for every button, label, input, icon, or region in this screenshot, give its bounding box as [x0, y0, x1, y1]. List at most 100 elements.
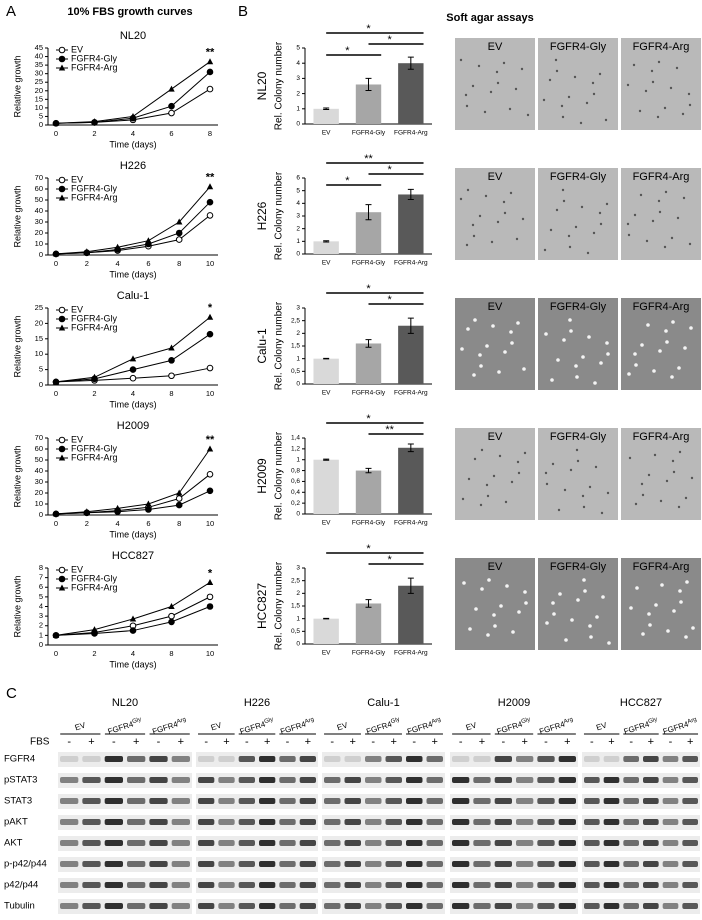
- x-tick-label: 6: [169, 129, 173, 138]
- blot-band: [452, 840, 470, 846]
- significance-label: *: [388, 294, 393, 306]
- colony: [517, 610, 521, 614]
- error-bar: [365, 467, 372, 474]
- colony-photo: [621, 298, 701, 390]
- y-axis-label: Rel. Colony number: [274, 561, 285, 650]
- significance-label: *: [366, 283, 371, 295]
- colony: [516, 460, 520, 464]
- colony: [479, 364, 483, 368]
- colony: [688, 242, 692, 246]
- blot-band: [171, 903, 190, 909]
- colony: [640, 482, 644, 486]
- colony: [633, 213, 637, 217]
- x-tick-label: 10: [206, 389, 214, 398]
- cell-line-name: H226: [244, 697, 270, 709]
- blot-band: [452, 861, 470, 867]
- colony: [684, 635, 688, 639]
- blot-strip: [322, 878, 445, 893]
- protein-label: p-p42/p44: [4, 859, 47, 870]
- colony: [678, 589, 682, 593]
- blot-band: [299, 777, 316, 783]
- colony: [671, 459, 675, 463]
- blot-band: [60, 777, 79, 783]
- legend-label: EV: [71, 304, 83, 314]
- condition-label: FGFR4Gly: [496, 716, 532, 736]
- photo-label: EV: [488, 171, 503, 183]
- colony: [648, 623, 652, 627]
- blot-band: [516, 819, 534, 825]
- blot-band: [603, 798, 620, 804]
- marker: [129, 366, 137, 373]
- photo-label: FGFR4-Gly: [550, 171, 607, 183]
- blot-band: [104, 777, 123, 783]
- colony: [601, 595, 605, 599]
- x-tick-label: EV: [322, 650, 331, 657]
- colony: [555, 69, 559, 73]
- blot-band: [104, 819, 123, 825]
- blot-band: [198, 840, 215, 846]
- annotation: **: [206, 172, 215, 184]
- blot-band: [643, 861, 659, 867]
- y-tick-label: 0,8: [291, 467, 300, 474]
- blot-band: [299, 882, 316, 888]
- marker: [168, 85, 175, 92]
- error-bar: [407, 56, 414, 70]
- colony: [526, 113, 530, 117]
- bar: [313, 618, 339, 644]
- x-tick-label: 4: [116, 519, 120, 528]
- colony: [663, 245, 667, 249]
- x-tick-label: 8: [177, 519, 181, 528]
- bar: [398, 325, 424, 384]
- blot-band: [494, 756, 512, 762]
- blot-strip: [322, 794, 445, 809]
- blot-strip: [582, 794, 700, 809]
- blot-band: [452, 798, 470, 804]
- fbs-sign: -: [412, 736, 416, 748]
- marker: [145, 237, 152, 244]
- y-tick-label: 2,5: [291, 577, 300, 584]
- legend-label: FGFR4-Gly: [71, 183, 117, 193]
- colony: [514, 87, 518, 91]
- chart-title: Calu-1: [255, 328, 269, 364]
- blot-band: [662, 777, 679, 783]
- y-tick-label: 4: [296, 60, 300, 67]
- colony: [606, 491, 610, 495]
- blot-band: [643, 840, 659, 846]
- marker: [168, 372, 175, 380]
- colony-photo: [538, 298, 618, 390]
- blot-band: [662, 840, 679, 846]
- significance-label: *: [388, 554, 393, 566]
- y-tick-label: 4: [296, 200, 300, 207]
- blot-band: [238, 882, 255, 888]
- blot-band: [149, 861, 168, 867]
- condition-name: EV: [595, 720, 609, 732]
- marker: [58, 194, 66, 201]
- x-tick-label: 10: [206, 649, 214, 658]
- blot-band: [406, 903, 423, 909]
- blot-band: [365, 777, 382, 783]
- condition-label: EV: [210, 720, 224, 732]
- colony: [582, 578, 586, 582]
- y-tick-label: 50: [35, 455, 43, 464]
- y-tick-label: 3: [296, 565, 300, 572]
- error-bar: [365, 204, 372, 221]
- cell-line-name: Calu-1: [367, 697, 399, 709]
- y-tick-label: 0: [296, 381, 300, 388]
- blot-band: [127, 756, 146, 762]
- fbs-sign: +: [391, 736, 397, 748]
- y-axis-label: Relative growth: [12, 575, 22, 637]
- x-tick-label: 0: [54, 259, 58, 268]
- fbs-sign: -: [330, 736, 334, 748]
- condition-label: EV: [336, 720, 350, 732]
- blot-band: [82, 756, 101, 762]
- y-tick-label: 60: [35, 444, 43, 453]
- blot-strip: [582, 857, 700, 872]
- colony: [545, 482, 549, 486]
- blot-band: [537, 882, 555, 888]
- marker: [206, 445, 214, 452]
- colony: [574, 364, 578, 368]
- photo-label: FGFR4-Gly: [550, 41, 607, 53]
- colony: [672, 609, 676, 613]
- condition-sup: Arg: [304, 716, 315, 725]
- condition-name: EV: [210, 720, 224, 732]
